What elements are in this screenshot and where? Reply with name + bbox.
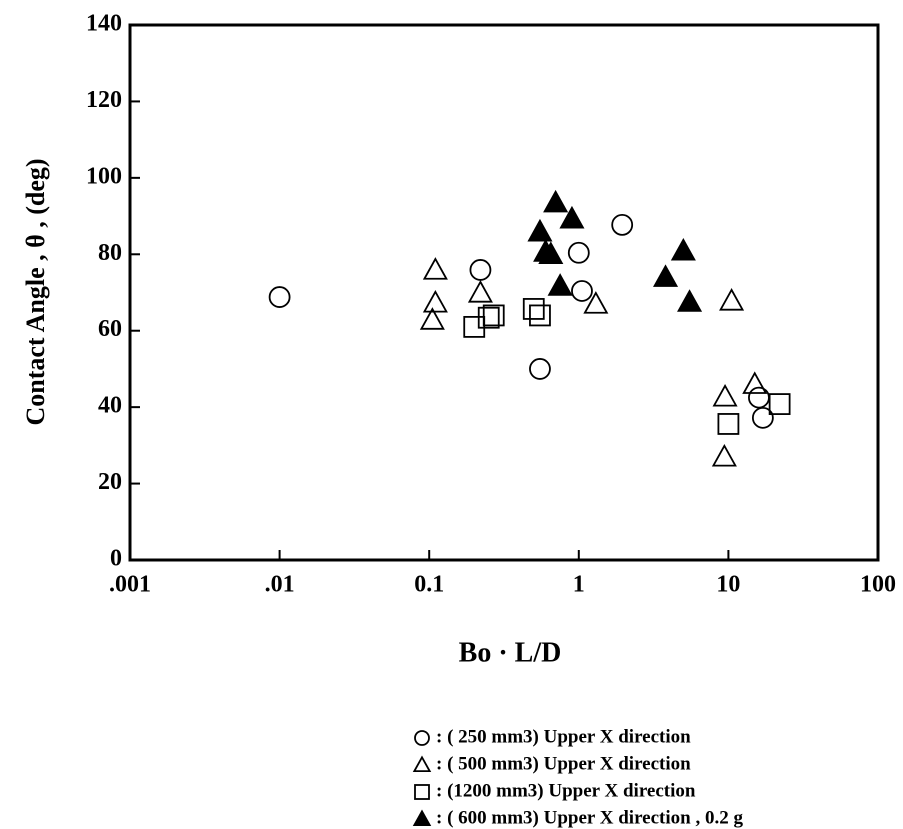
point <box>538 241 564 264</box>
point <box>748 386 770 409</box>
legend-label: : ( 500 mm3) Upper X direction <box>436 753 691 774</box>
point <box>477 306 500 329</box>
point <box>670 237 696 261</box>
y-axis-label: Contact Angle , θ , (deg) <box>21 158 50 425</box>
point <box>717 413 740 435</box>
point <box>547 273 573 296</box>
y-tick-label: 60 <box>98 316 122 342</box>
point <box>469 259 492 281</box>
point <box>419 307 445 330</box>
legend-marker <box>414 730 430 746</box>
x-tick-label: .001 <box>109 572 151 598</box>
point <box>529 304 551 327</box>
point <box>583 291 609 314</box>
x-tick-label: 100 <box>860 572 896 598</box>
legend-marker <box>412 809 432 827</box>
legend-marker <box>414 784 430 800</box>
legend-marker <box>412 755 432 773</box>
y-tick-label: 120 <box>86 87 122 113</box>
point <box>268 286 291 308</box>
y-tick-label: 40 <box>98 393 122 419</box>
x-axis-label: Bo · L/D <box>459 637 562 668</box>
legend-label: : ( 600 mm3) Upper X direction , 0.2 g <box>436 807 743 828</box>
y-tick-label: 100 <box>86 163 122 189</box>
x-tick-label: .01 <box>265 572 295 598</box>
x-tick-label: 10 <box>716 572 740 598</box>
point <box>422 289 448 313</box>
point <box>467 280 493 303</box>
point <box>719 288 745 311</box>
point <box>529 358 551 380</box>
x-tick-label: 1 <box>573 572 585 598</box>
plot-frame <box>128 23 880 562</box>
point <box>567 241 590 264</box>
legend-label: : ( 250 mm3) Upper X direction <box>436 726 691 747</box>
point <box>571 280 593 302</box>
point <box>543 189 569 213</box>
point <box>768 393 791 415</box>
point <box>482 304 505 327</box>
point <box>742 371 768 394</box>
point <box>527 218 553 242</box>
y-tick-label: 0 <box>110 546 122 572</box>
y-tick-label: 140 <box>86 11 122 37</box>
point <box>559 205 585 229</box>
point <box>677 289 703 312</box>
point <box>611 213 634 236</box>
point <box>522 298 545 320</box>
y-tick-label: 80 <box>98 240 122 266</box>
point <box>653 264 679 287</box>
point <box>751 406 774 429</box>
x-tick-label: 0.1 <box>414 572 444 598</box>
y-tick-label: 20 <box>98 469 122 495</box>
point <box>422 257 448 280</box>
legend-label: : (1200 mm3) Upper X direction <box>436 780 696 801</box>
point <box>711 443 737 467</box>
point <box>712 383 738 407</box>
